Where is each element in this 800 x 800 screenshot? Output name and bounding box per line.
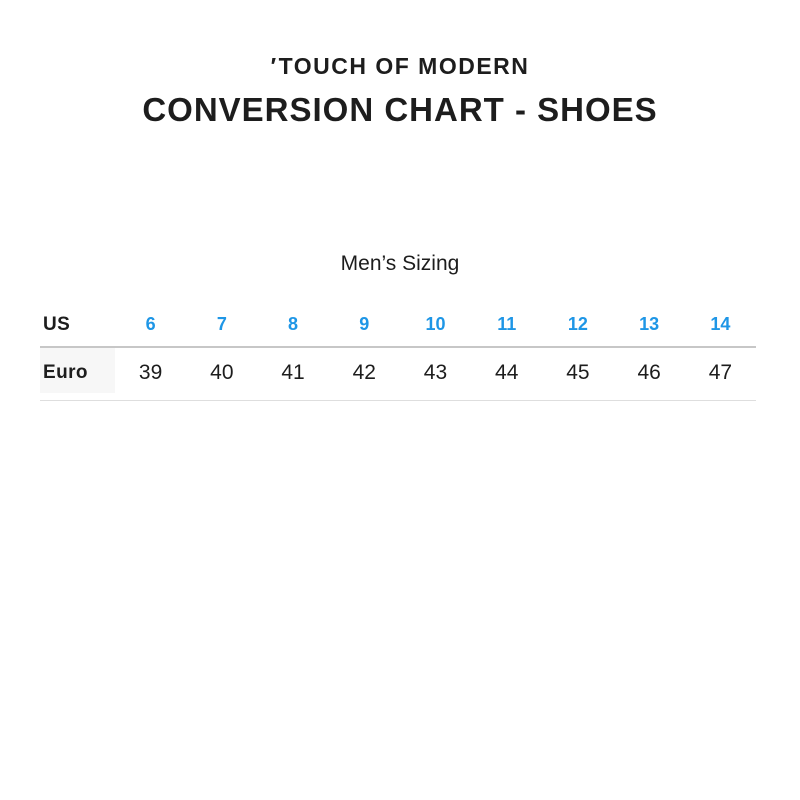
- row-label-euro: Euro: [40, 347, 115, 393]
- euro-size-cell: 41: [281, 360, 305, 384]
- us-size-cell: 10: [399, 303, 472, 348]
- us-size-cell: 13: [613, 303, 685, 348]
- table-row-us: US 6 7 8 9 10 11 12 13 14: [40, 303, 756, 348]
- conversion-table: US 6 7 8 9 10 11 12 13 14 Euro 39 40 41 …: [40, 303, 756, 401]
- us-size-cell: 12: [542, 303, 614, 348]
- us-size-cell: 9: [328, 303, 400, 348]
- table-bottom-divider: [40, 400, 756, 401]
- euro-size-cell: 44: [495, 360, 519, 384]
- euro-size-cell: 40: [210, 360, 234, 384]
- logo-tick-mark: ′: [270, 53, 278, 79]
- logo-text: TOUCH OF MODERN: [278, 53, 530, 79]
- euro-size-cell: 45: [566, 360, 590, 384]
- us-size-cell: 14: [684, 303, 756, 348]
- euro-size-cell: 47: [708, 360, 733, 384]
- page-title: CONVERSION CHART - SHOES: [142, 91, 658, 128]
- us-size-cell: 8: [257, 303, 329, 348]
- euro-size-cell: 42: [352, 360, 376, 384]
- euro-size-cell: 43: [423, 360, 448, 384]
- euro-size-cell: 46: [637, 360, 661, 384]
- table-row-euro: Euro 39 40 41 42 43 44 45 46 47: [40, 347, 756, 393]
- euro-size-cell: 39: [138, 360, 163, 384]
- us-size-cell: 6: [115, 303, 187, 348]
- us-size-cell: 11: [471, 303, 543, 348]
- row-label-us: US: [40, 303, 115, 348]
- brand-logo: ′TOUCH OF MODERN: [0, 53, 800, 80]
- section-heading-mens-sizing: Men’s Sizing: [340, 252, 460, 275]
- us-size-cell: 7: [186, 303, 258, 348]
- mens-sizing-table: US 6 7 8 9 10 11 12 13 14 Euro 39 40 41 …: [40, 303, 756, 393]
